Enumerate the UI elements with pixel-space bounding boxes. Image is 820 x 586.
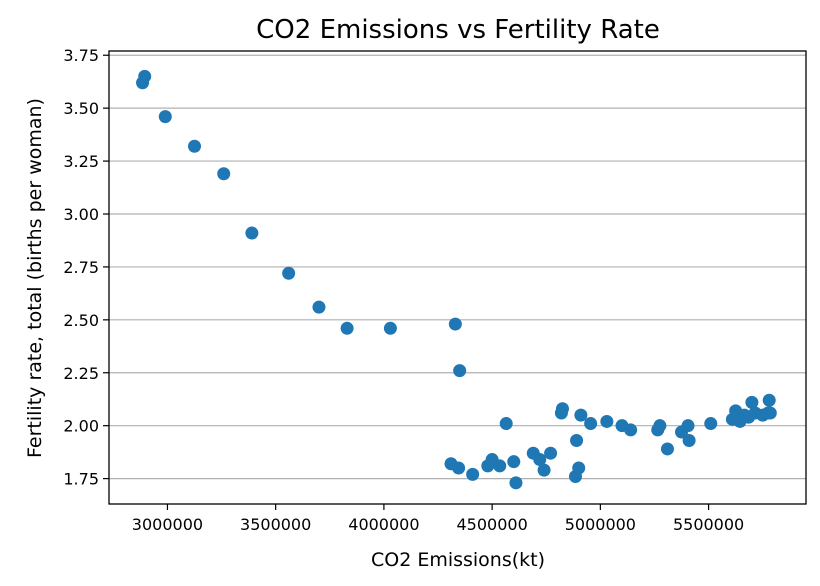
y-tick-label: 2.25 [63, 364, 99, 383]
x-tick-label: 3500000 [240, 515, 311, 534]
data-point [507, 455, 521, 469]
data-point [681, 419, 695, 433]
data-point [499, 417, 513, 431]
x-tick-label: 3000000 [132, 515, 203, 534]
data-point [570, 433, 584, 447]
data-point [763, 406, 777, 420]
grid-lines [109, 54, 806, 480]
y-axis-ticks: 1.75 2.00 2.25 2.50 2.75 3.00 3.25 3.50 3.75 [63, 46, 109, 489]
data-point [682, 433, 696, 447]
data-point [452, 461, 466, 475]
data-point [624, 423, 638, 437]
y-axis-label: Fertility rate, total (births per woman) [24, 98, 46, 458]
data-point [509, 476, 523, 490]
data-point [762, 393, 776, 407]
y-tick-label: 3.50 [63, 99, 99, 118]
y-tick-label: 2.75 [63, 258, 99, 277]
data-point [493, 459, 507, 473]
data-point [555, 402, 569, 416]
data-point [340, 321, 354, 335]
data-point [572, 461, 586, 475]
x-axis-label: CO2 Emissions(kt) [371, 549, 545, 571]
y-tick-label: 1.75 [63, 470, 99, 489]
data-point [704, 417, 718, 431]
data-point [745, 395, 759, 409]
data-point [282, 266, 296, 280]
x-tick-label: 5000000 [565, 515, 636, 534]
data-point [584, 417, 598, 431]
data-point [653, 419, 667, 433]
data-point [574, 408, 588, 422]
chart-title: CO2 Emissions vs Fertility Rate [256, 15, 660, 45]
data-point [448, 317, 462, 331]
data-point [245, 226, 259, 240]
data-points [136, 69, 777, 490]
x-tick-label: 4500000 [457, 515, 528, 534]
data-point [537, 463, 551, 477]
data-point [544, 446, 558, 460]
data-point [383, 321, 397, 335]
y-tick-label: 3.25 [63, 152, 99, 171]
data-point [138, 69, 152, 83]
x-tick-label: 5500000 [673, 515, 744, 534]
y-tick-label: 2.50 [63, 311, 99, 330]
plot-frame [108, 50, 807, 505]
data-point [312, 300, 326, 314]
x-tick-label: 4000000 [348, 515, 419, 534]
data-point [158, 110, 172, 124]
data-point [533, 453, 547, 467]
data-point [188, 139, 202, 153]
data-point [466, 467, 480, 481]
y-tick-label: 3.75 [63, 46, 99, 65]
data-point [453, 364, 467, 378]
data-point [600, 414, 614, 428]
data-point [660, 442, 674, 456]
y-tick-label: 2.00 [63, 417, 99, 436]
data-point [217, 167, 231, 181]
y-tick-label: 3.00 [63, 205, 99, 224]
x-axis-ticks: 3000000 3500000 4000000 4500000 5000000 55000… [132, 504, 744, 534]
